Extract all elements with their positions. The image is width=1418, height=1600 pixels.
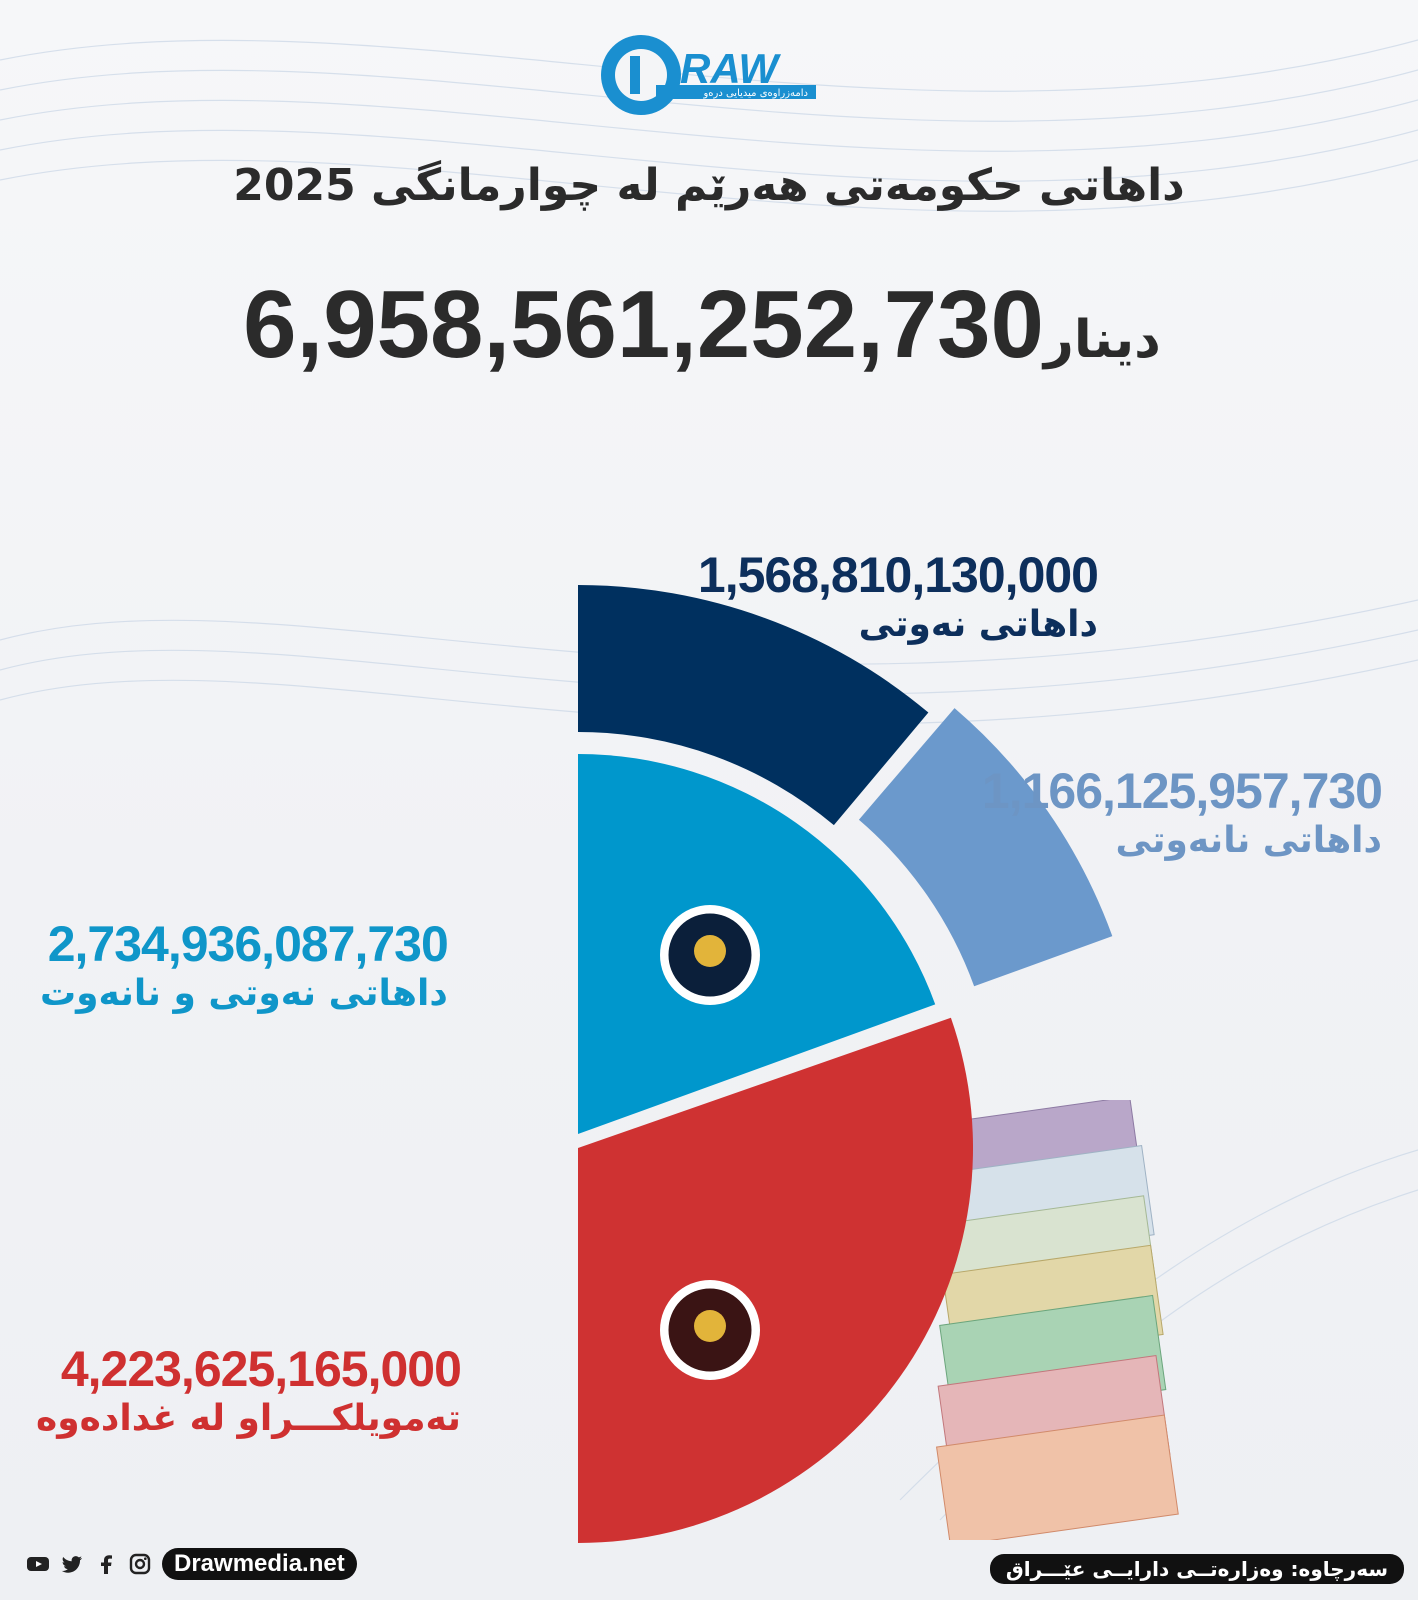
page-title: داهاتی حکومەتی هەرێم لە چوارمانگی 2025	[233, 160, 1185, 211]
banknotes-image	[936, 1100, 1179, 1540]
oil-label: 1,568,810,130,000 داهاتی نەوتی	[697, 546, 1099, 645]
oil-value: 1,568,810,130,000	[697, 547, 1099, 603]
draw-logo: RAW دامەزراوەی میدیایی درەو	[601, 35, 816, 115]
slice-non-oil-revenue	[858, 708, 1113, 987]
source-note: سەرچاوە: وەزارەتــی دارایــی عێـــراق	[989, 1554, 1404, 1584]
logo-text: RAW	[680, 45, 781, 92]
baghdad-value: 4,223,625,165,000	[60, 1341, 462, 1397]
total-revenue: دینار6,958,561,252,730	[0, 270, 1418, 380]
non-oil-value: 1,166,125,957,730	[981, 763, 1383, 819]
slice-baghdad-funding	[578, 1017, 974, 1543]
combined-name: داهاتی نەوتی و نانەوت	[40, 973, 448, 1014]
logo-subtitle: دامەزراوەی میدیایی درەو	[702, 88, 808, 99]
twitter-icon[interactable]	[60, 1552, 84, 1576]
non-oil-name: داهاتی نانەوتی	[1115, 820, 1382, 861]
non-oil-label: 1,166,125,957,730 داهاتی نانەوتی	[981, 762, 1383, 861]
baghdad-label: 4,223,625,165,000 تەمویلکـــراو لە غدادە…	[36, 1340, 462, 1439]
baghdad-name: تەمویلکـــراو لە غدادەوە	[36, 1398, 461, 1439]
instagram-icon[interactable]	[128, 1552, 152, 1576]
combined-value: 2,734,936,087,730	[47, 916, 449, 972]
combined-label: 2,734,936,087,730 داهاتی نەوتی و نانەوت	[40, 915, 449, 1014]
kurdistan-emblem-icon	[660, 905, 760, 1005]
total-value: 6,958,561,252,730	[243, 271, 1046, 378]
iraq-emblem-icon	[660, 1280, 760, 1380]
website-link[interactable]: Drawmedia.net	[162, 1548, 357, 1580]
oil-name: داهاتی نەوتی	[858, 604, 1098, 645]
facebook-icon[interactable]	[94, 1552, 118, 1576]
total-unit: دینار	[1043, 310, 1161, 370]
slice-oil-revenue	[578, 585, 929, 826]
footer-social: Drawmedia.net	[26, 1548, 357, 1580]
youtube-icon[interactable]	[26, 1552, 50, 1576]
